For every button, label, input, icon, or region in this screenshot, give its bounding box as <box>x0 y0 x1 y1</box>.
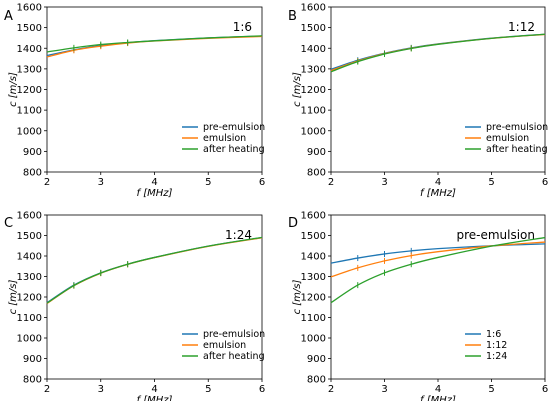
y-tick-label: 800 <box>307 168 326 179</box>
x-tick-label: 2 <box>44 384 50 395</box>
x-tick-label: 2 <box>44 177 50 188</box>
x-tick-label: 3 <box>98 177 104 188</box>
panel-c: 800 900 1000 1100 1200 1300 1400 1500 1600 2 3 4 5 6 f… <box>4 211 265 401</box>
x-tick-label: 6 <box>542 384 548 395</box>
y-tick-label: 1400 <box>17 252 42 263</box>
panel-label: C <box>4 216 13 231</box>
y-tick-label: 1300 <box>301 272 326 283</box>
y-axis-label: c [m/s] <box>292 72 303 107</box>
series-line-0 <box>330 243 546 264</box>
x-tick-label: 5 <box>205 177 211 188</box>
legend-entry: emulsion <box>486 133 529 144</box>
x-tick-label: 3 <box>381 177 387 188</box>
y-tick-label: 1200 <box>301 293 326 304</box>
y-axis-label: c [m/s] <box>8 280 19 315</box>
series-line-0 <box>46 35 263 57</box>
x-tick-label: 4 <box>151 177 157 188</box>
x-tick-label: 6 <box>542 177 548 188</box>
series-line-2 <box>330 236 546 304</box>
legend-entry: 1:12 <box>486 340 507 351</box>
y-tick-label: 800 <box>23 375 42 386</box>
y-tick-label: 1600 <box>17 211 42 222</box>
x-axis-label: f [MHz] <box>420 188 456 199</box>
x-tick-label: 2 <box>328 177 334 188</box>
x-tick-label: 4 <box>151 384 157 395</box>
x-tick-label: 6 <box>259 177 265 188</box>
legend-entry: pre-emulsion <box>203 122 265 133</box>
legend-entry: 1:24 <box>486 351 507 362</box>
x-tick-label: 5 <box>488 177 494 188</box>
y-tick-label: 1100 <box>301 106 326 117</box>
y-axis-label: c [m/s] <box>8 72 19 107</box>
x-axis-label: f [MHz] <box>137 188 173 199</box>
panel-annotation: 1:12 <box>508 20 535 34</box>
y-tick-label: 1000 <box>301 126 326 137</box>
panel-a: 800 900 1000 1100 1200 1300 1400 1500 1600 2 3 4 5 6 f… <box>4 3 265 200</box>
panel-label: D <box>288 216 298 231</box>
x-tick-label: 6 <box>259 384 265 395</box>
y-tick-label: 1000 <box>17 334 42 345</box>
y-tick-label: 1500 <box>301 231 326 242</box>
legend-entry: after heating <box>203 144 265 155</box>
panel-label: B <box>288 9 297 24</box>
y-tick-label: 1300 <box>17 64 42 75</box>
y-tick-label: 1400 <box>17 44 42 55</box>
legend-entry: after heating <box>203 351 265 362</box>
y-tick-label: 1000 <box>17 126 42 137</box>
y-tick-label: 1200 <box>17 85 42 96</box>
panel-b: 800 900 1000 1100 1200 1300 1400 1500 1600 2 3 4 5 6 f… <box>288 3 548 200</box>
y-tick-label: 1000 <box>301 334 326 345</box>
x-tick-label: 5 <box>488 384 494 395</box>
y-tick-label: 900 <box>23 354 42 365</box>
x-axis-label: f [MHz] <box>420 395 456 401</box>
y-tick-label: 1600 <box>301 211 326 222</box>
y-tick-label: 1400 <box>301 252 326 263</box>
series-line-1 <box>46 237 263 305</box>
series-line-2 <box>46 236 263 304</box>
y-tick-label: 900 <box>307 147 326 158</box>
y-tick-label: 1500 <box>301 23 326 34</box>
panel-annotation: pre-emulsion <box>456 228 535 242</box>
y-tick-label: 1300 <box>301 64 326 75</box>
y-tick-label: 1500 <box>17 231 42 242</box>
legend-entry: emulsion <box>203 340 246 351</box>
y-tick-label: 1600 <box>301 3 326 14</box>
legend-entry: after heating <box>486 144 548 155</box>
panel-annotation: 1:24 <box>225 228 252 242</box>
y-tick-label: 1300 <box>17 272 42 283</box>
legend-entry: pre-emulsion <box>486 122 548 133</box>
x-axis-label: f [MHz] <box>137 395 173 401</box>
y-tick-label: 1100 <box>17 313 42 324</box>
series-line-2 <box>330 33 546 73</box>
legend-entry: emulsion <box>203 133 246 144</box>
y-tick-label: 1100 <box>301 313 326 324</box>
y-tick-label: 900 <box>23 147 42 158</box>
y-tick-label: 1500 <box>17 23 42 34</box>
y-tick-label: 800 <box>23 168 42 179</box>
x-tick-label: 4 <box>435 177 441 188</box>
y-tick-label: 800 <box>307 375 326 386</box>
y-tick-label: 1400 <box>301 44 326 55</box>
y-axis-label: c [m/s] <box>292 280 303 315</box>
x-tick-label: 2 <box>328 384 334 395</box>
y-tick-label: 900 <box>307 354 326 365</box>
panel-annotation: 1:6 <box>233 20 252 34</box>
panel-d: 800 900 1000 1100 1200 1300 1400 1500 1600 2 3 4 5 6 f… <box>288 211 548 401</box>
legend-entry: 1:6 <box>486 329 501 340</box>
y-tick-label: 1600 <box>17 3 42 14</box>
series-line-0 <box>330 33 546 70</box>
x-tick-label: 3 <box>381 384 387 395</box>
y-tick-label: 1200 <box>17 293 42 304</box>
legend-entry: pre-emulsion <box>203 329 265 340</box>
series-line-1 <box>330 241 546 278</box>
y-tick-label: 1100 <box>17 106 42 117</box>
panel-label: A <box>4 9 13 24</box>
y-tick-label: 1200 <box>301 85 326 96</box>
x-tick-label: 4 <box>435 384 441 395</box>
x-tick-label: 5 <box>205 384 211 395</box>
series-line-1 <box>330 33 546 72</box>
series-line-0 <box>46 236 263 304</box>
x-tick-label: 3 <box>98 384 104 395</box>
